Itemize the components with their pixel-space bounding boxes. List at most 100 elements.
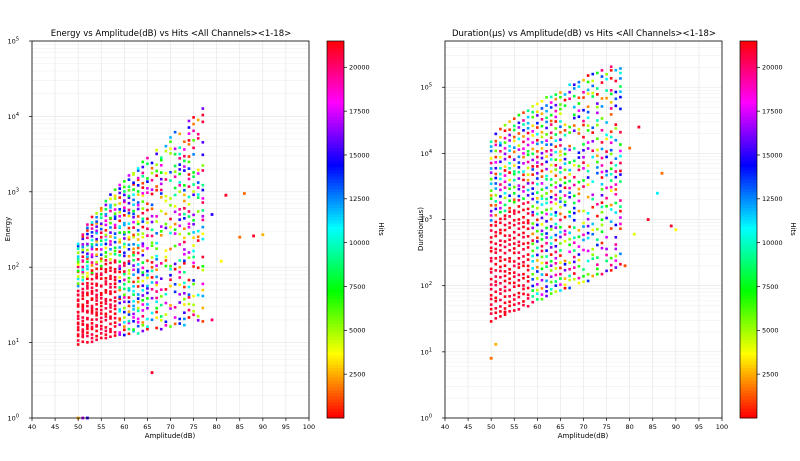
- colorbar-segment: [740, 179, 757, 183]
- data-point: [499, 217, 502, 221]
- data-point: [76, 258, 80, 261]
- colorbar-segment: [740, 323, 757, 328]
- data-point: [81, 319, 85, 323]
- data-point: [605, 96, 608, 100]
- data-point: [554, 115, 558, 119]
- data-point: [609, 113, 613, 116]
- data-point: [614, 254, 618, 258]
- data-point: [104, 259, 108, 262]
- data-point: [512, 281, 516, 285]
- data-point: [522, 235, 525, 239]
- data-point: [164, 199, 168, 203]
- data-point: [582, 167, 585, 170]
- data-point: [187, 251, 191, 254]
- data-point: [605, 196, 608, 200]
- data-point: [540, 249, 544, 253]
- data-point: [526, 304, 530, 308]
- data-point: [549, 242, 553, 245]
- colorbar-segment: [327, 72, 344, 76]
- data-point: [499, 255, 502, 259]
- data-point: [81, 248, 85, 252]
- colorbar-segment: [740, 201, 757, 205]
- data-point: [596, 202, 599, 206]
- data-point: [494, 207, 498, 211]
- data-point: [146, 269, 149, 273]
- data-point: [136, 324, 140, 328]
- data-point: [118, 333, 122, 336]
- data-point: [113, 321, 117, 324]
- data-point: [187, 185, 191, 188]
- colorbar-segment: [740, 88, 757, 92]
- data-point: [132, 220, 135, 224]
- data-point: [531, 152, 535, 156]
- data-point: [95, 243, 98, 247]
- data-point: [577, 253, 581, 256]
- data-point: [95, 282, 98, 286]
- data-point: [554, 133, 558, 136]
- data-point: [187, 143, 191, 146]
- data-point: [582, 155, 585, 159]
- colorbar-segment: [740, 286, 757, 290]
- data-point: [554, 256, 558, 260]
- data-point: [86, 229, 89, 232]
- data-point: [146, 191, 149, 194]
- x-tick-label: 90: [672, 423, 680, 431]
- data-point-outlier: [503, 310, 507, 314]
- data-point: [596, 102, 599, 105]
- data-point: [531, 222, 535, 225]
- data-point: [159, 209, 163, 213]
- data-point: [95, 302, 98, 306]
- data-point: [540, 175, 544, 178]
- data-point: [196, 229, 200, 233]
- data-point: [127, 211, 131, 215]
- data-point: [99, 336, 103, 340]
- colorbar-segment: [740, 50, 757, 54]
- colorbar-segment: [740, 157, 757, 161]
- data-point: [192, 116, 195, 119]
- data-point: [609, 141, 613, 145]
- data-point: [540, 151, 544, 155]
- data-point: [499, 231, 502, 235]
- data-point: [169, 203, 172, 207]
- colorbar-segment: [327, 125, 344, 130]
- data-point: [591, 126, 595, 130]
- data-point: [183, 154, 186, 158]
- data-point: [540, 273, 544, 276]
- data-point: [192, 153, 195, 156]
- data-point: [136, 332, 140, 335]
- data-point: [159, 164, 163, 167]
- x-tick-label: 80: [213, 423, 221, 431]
- data-point: [164, 255, 168, 259]
- data-point: [577, 228, 581, 232]
- colorbar-segment: [740, 276, 757, 281]
- data-point: [494, 230, 498, 234]
- data-point: [503, 264, 507, 268]
- energy-chart-panel: Energy vs Amplitude(dB) vs Hits <All Cha…: [4, 29, 385, 440]
- data-point: [494, 299, 498, 303]
- x-tick-label: 70: [579, 423, 587, 431]
- data-point: [545, 197, 548, 201]
- colorbar-segment: [327, 260, 344, 265]
- data-point: [192, 249, 195, 253]
- colorbar-segment: [740, 380, 757, 384]
- data-point: [155, 174, 158, 177]
- data-point: [187, 308, 191, 312]
- colorbar-segment: [327, 330, 344, 334]
- data-point: [600, 210, 604, 214]
- data-point: [563, 176, 567, 179]
- colorbar-segment: [327, 220, 344, 224]
- data-point: [489, 145, 493, 148]
- data-point: [132, 273, 135, 276]
- data-point: [545, 236, 548, 239]
- colorbar-segment: [740, 254, 757, 259]
- data-point: [127, 237, 131, 241]
- colorbar-segment: [327, 204, 344, 208]
- data-point: [183, 212, 186, 216]
- colorbar-segment: [327, 358, 344, 362]
- data-point: [531, 284, 535, 288]
- data-point: [619, 161, 622, 165]
- data-point: [183, 159, 186, 163]
- data-point: [109, 216, 112, 220]
- data-point: [109, 261, 112, 265]
- data-point: [499, 292, 502, 295]
